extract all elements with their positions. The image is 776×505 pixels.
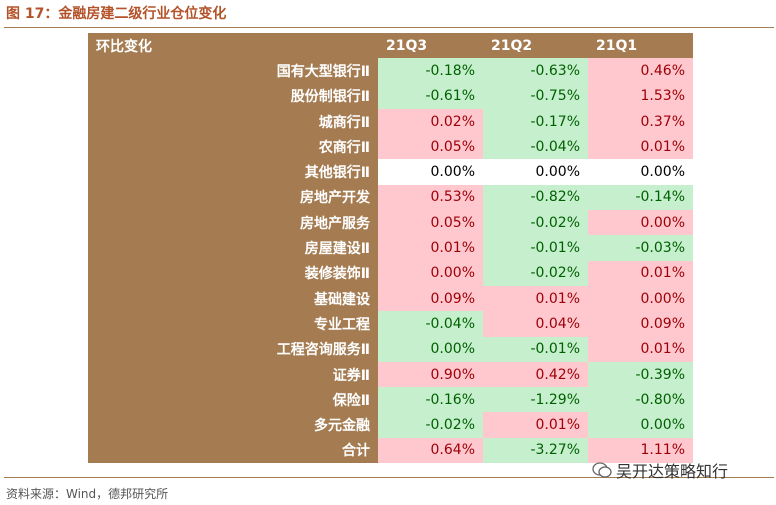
value-cell: 0.00% [483, 159, 588, 185]
row-label: 农商行Ⅱ [88, 134, 378, 160]
value-cell: 0.01% [483, 412, 588, 438]
watermark-text: 吴开达策略知行 [616, 462, 729, 481]
table-row: 其他银行Ⅱ 0.00% 0.00% 0.00% [88, 159, 693, 185]
value-cell: 0.64% [378, 437, 483, 464]
value-cell: 0.00% [378, 159, 483, 185]
value-cell: -0.01% [483, 235, 588, 261]
table-row: 专业工程 -0.04% 0.04% 0.09% [88, 311, 693, 337]
table-row: 房屋建设Ⅱ 0.01% -0.01% -0.03% [88, 235, 693, 261]
table-row: 多元金融 -0.02% 0.01% 0.00% [88, 412, 693, 438]
table-row: 国有大型银行Ⅱ -0.18% -0.63% 0.46% [88, 58, 693, 84]
row-label: 其他银行Ⅱ [88, 159, 378, 185]
table-body: 国有大型银行Ⅱ -0.18% -0.63% 0.46% 股份制银行Ⅱ -0.61% -0.7… [88, 58, 693, 464]
row-label: 城商行Ⅱ [88, 108, 378, 135]
value-cell: -0.04% [378, 311, 483, 337]
value-cell: 0.09% [588, 311, 693, 337]
value-cell: -0.03% [588, 235, 693, 261]
table-row: 合计 0.64% -3.27% 1.11% [88, 437, 693, 464]
value-cell: -3.27% [483, 437, 588, 464]
row-label: 合计 [88, 437, 378, 464]
value-cell: -0.63% [483, 58, 588, 84]
row-label: 房地产开发 [88, 184, 378, 211]
value-cell: 0.01% [588, 260, 693, 286]
value-cell: 0.00% [588, 285, 693, 312]
value-cell: -0.17% [483, 108, 588, 135]
value-cell: 0.00% [378, 260, 483, 286]
value-cell: -0.02% [483, 210, 588, 236]
column-header: 21Q3 [378, 33, 483, 59]
column-header: 环比变化 [88, 33, 378, 59]
value-cell: -0.61% [378, 83, 483, 109]
value-cell: -0.02% [483, 260, 588, 286]
value-cell: 0.00% [378, 336, 483, 362]
value-cell: 0.05% [378, 210, 483, 236]
table-row: 保险Ⅱ -0.16% -1.29% -0.80% [88, 387, 693, 413]
table-row: 房地产服务 0.05% -0.02% 0.00% [88, 210, 693, 236]
header-row: 环比变化 21Q3 21Q2 21Q1 [88, 33, 693, 59]
value-cell: 1.11% [588, 437, 693, 464]
value-cell: -0.01% [483, 336, 588, 362]
column-header: 21Q2 [483, 33, 588, 59]
value-cell: -0.75% [483, 83, 588, 109]
value-cell: 0.00% [588, 159, 693, 185]
value-cell: 0.00% [588, 412, 693, 438]
row-label: 基础建设 [88, 285, 378, 312]
table-row: 基础建设 0.09% 0.01% 0.00% [88, 285, 693, 312]
value-cell: -0.82% [483, 184, 588, 211]
value-cell: 0.01% [483, 285, 588, 312]
column-header: 21Q1 [588, 33, 693, 59]
figure-title: 图 17：金融房建二级行业仓位变化 [6, 6, 227, 22]
rule [4, 477, 774, 478]
wechat-icon [592, 462, 612, 478]
value-cell: 0.04% [483, 311, 588, 337]
source-note: 资料来源：Wind，德邦研究所 [6, 487, 169, 501]
row-label: 多元金融 [88, 412, 378, 438]
row-label: 房屋建设Ⅱ [88, 235, 378, 261]
table-row: 股份制银行Ⅱ -0.61% -0.75% 1.53% [88, 83, 693, 109]
row-label: 股份制银行Ⅱ [88, 83, 378, 109]
table-row: 农商行Ⅱ 0.05% -0.04% 0.01% [88, 134, 693, 160]
value-cell: -0.02% [378, 412, 483, 438]
value-cell: 0.02% [378, 108, 483, 135]
row-label: 专业工程 [88, 311, 378, 337]
value-cell: 0.00% [588, 210, 693, 236]
value-cell: -0.39% [588, 361, 693, 388]
value-cell: 0.01% [378, 235, 483, 261]
table-row: 城商行Ⅱ 0.02% -0.17% 0.37% [88, 108, 693, 135]
value-cell: -0.18% [378, 58, 483, 84]
value-cell: -0.04% [483, 134, 588, 160]
watermark: 吴开达策略知行 [592, 458, 728, 482]
row-label: 国有大型银行Ⅱ [88, 58, 378, 84]
value-cell: 1.53% [588, 83, 693, 109]
row-label: 房地产服务 [88, 210, 378, 236]
table-row: 房地产开发 0.53% -0.82% -0.14% [88, 184, 693, 211]
row-label: 装修装饰Ⅱ [88, 260, 378, 286]
table-row: 工程咨询服务Ⅱ 0.00% -0.01% 0.01% [88, 336, 693, 362]
row-label: 证券Ⅱ [88, 361, 378, 388]
value-cell: 0.46% [588, 58, 693, 84]
value-cell: 0.01% [588, 336, 693, 362]
row-label: 保险Ⅱ [88, 387, 378, 413]
value-cell: 0.01% [588, 134, 693, 160]
table-row: 证券Ⅱ 0.90% 0.42% -0.39% [88, 361, 693, 388]
value-cell: 0.37% [588, 108, 693, 135]
table: 环比变化 21Q3 21Q2 21Q1 国有大型银行Ⅱ -0.18% -0.63% 0.46… [88, 33, 693, 464]
value-cell: -1.29% [483, 387, 588, 413]
value-cell: 0.90% [378, 361, 483, 388]
row-label: 工程咨询服务Ⅱ [88, 336, 378, 362]
value-cell: 0.09% [378, 285, 483, 312]
table-row: 装修装饰Ⅱ 0.00% -0.02% 0.01% [88, 260, 693, 286]
value-cell: 0.42% [483, 361, 588, 388]
rule [4, 27, 774, 28]
value-cell: 0.05% [378, 134, 483, 160]
value-cell: -0.16% [378, 387, 483, 413]
value-cell: -0.80% [588, 387, 693, 413]
value-cell: -0.14% [588, 184, 693, 211]
value-cell: 0.53% [378, 184, 483, 211]
